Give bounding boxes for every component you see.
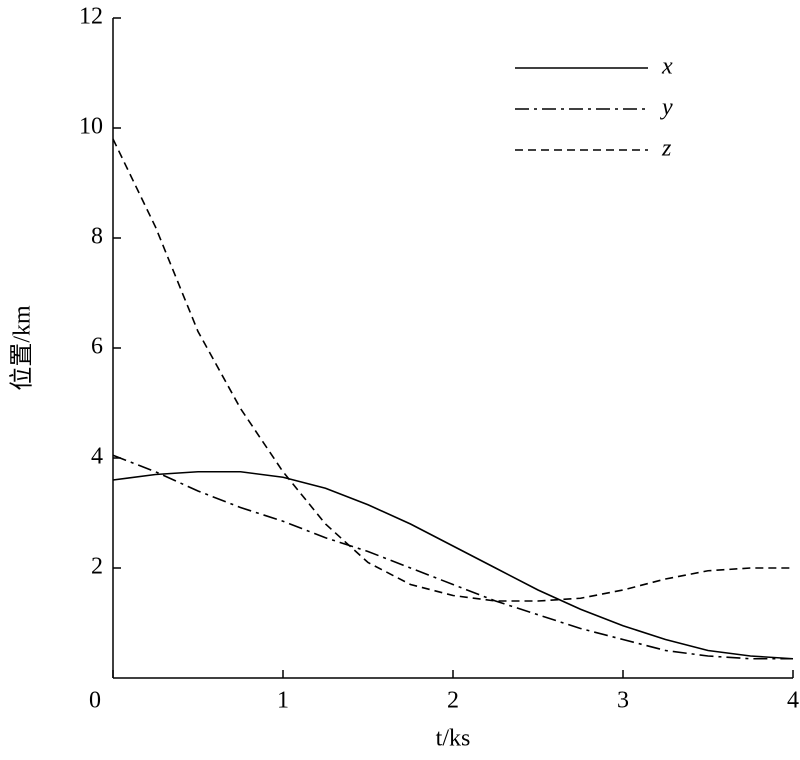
legend-label: z bbox=[661, 136, 672, 162]
y-tick-label: 2 bbox=[91, 554, 103, 580]
x-tick-label: 3 bbox=[617, 688, 629, 714]
x-axis-label: t/ks bbox=[436, 726, 471, 752]
x-tick-label: 1 bbox=[277, 688, 289, 714]
x-tick-label: 0 bbox=[89, 688, 101, 714]
series-line bbox=[112, 470, 794, 660]
y-tick-label: 8 bbox=[91, 224, 103, 250]
y-tick-label: 4 bbox=[91, 444, 103, 470]
legend-label: y bbox=[660, 95, 673, 121]
y-tick-label: 10 bbox=[79, 114, 103, 140]
legend-label: x bbox=[661, 54, 673, 80]
y-tick-label: 6 bbox=[91, 334, 103, 360]
y-tick-label: 12 bbox=[79, 4, 103, 30]
y-axis-label: 位置/km bbox=[9, 305, 36, 391]
x-tick-label: 4 bbox=[787, 688, 799, 714]
x-tick-label: 2 bbox=[447, 688, 459, 714]
series-line bbox=[112, 138, 793, 602]
series-line bbox=[112, 454, 793, 660]
